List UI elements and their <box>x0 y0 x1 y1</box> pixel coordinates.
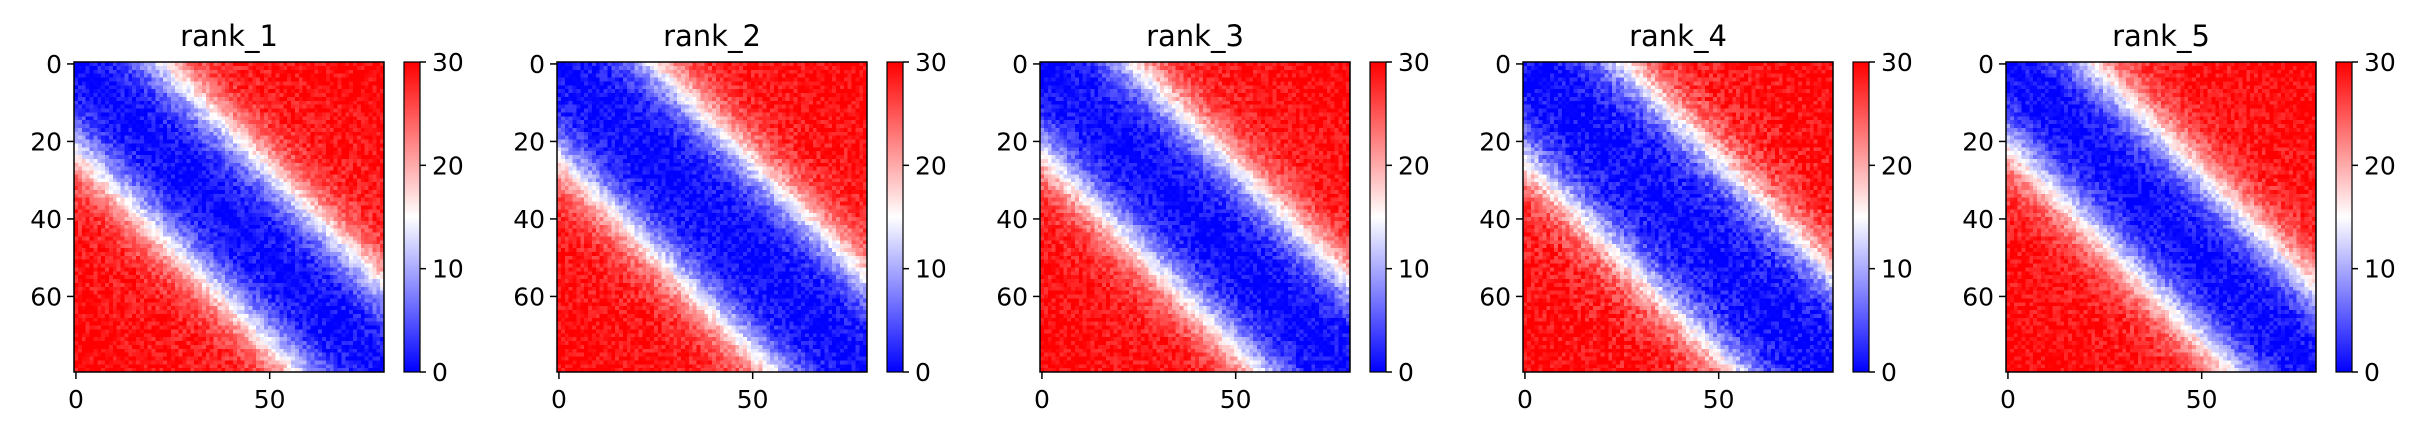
heatmap-cells <box>2006 62 2316 372</box>
heatmap-panel-5: rank_5 0 20 40 60 0 50 0 10 20 30 <box>1962 19 2396 414</box>
colorbar-tick-label: 10 <box>1881 255 1913 284</box>
colorbar-tick-label: 30 <box>915 48 947 77</box>
chart-title: rank_1 <box>180 19 278 53</box>
y-tick-label: 20 <box>996 127 1028 156</box>
colorbar-tick-label: 20 <box>2364 151 2396 180</box>
plot-frame <box>1522 61 1834 373</box>
x-tick-label: 50 <box>737 385 769 414</box>
plot-frame <box>556 61 868 373</box>
colorbar-tick-label: 10 <box>2364 255 2396 284</box>
colorbar-tick-label: 10 <box>1398 255 1430 284</box>
colorbar-tick-label: 0 <box>2364 358 2380 387</box>
heatmap-panels: rank_1 0 20 40 60 0 50 0 10 20 30 rank_2 0 20 40 60 0 50 0… <box>30 19 2396 414</box>
plot-frame <box>1039 61 1351 373</box>
colorbar-tick-label: 30 <box>2364 48 2396 77</box>
y-tick-label: 40 <box>513 205 545 234</box>
heatmap-cells <box>1523 62 1833 372</box>
y-tick-label: 20 <box>1962 127 1994 156</box>
colorbar <box>886 61 904 373</box>
y-tick-label: 0 <box>529 50 545 79</box>
chart-title: rank_2 <box>663 19 761 53</box>
y-tick-label: 20 <box>1479 127 1511 156</box>
heatmap-panel-1: rank_1 0 20 40 60 0 50 0 10 20 30 <box>30 19 464 414</box>
x-tick-label: 50 <box>254 385 286 414</box>
y-tick-label: 0 <box>1978 50 1994 79</box>
chart-title: rank_4 <box>1629 19 1727 53</box>
x-tick-label: 0 <box>1517 385 1533 414</box>
colorbar-tick-label: 0 <box>1881 358 1897 387</box>
heatmap-panel-3: rank_3 0 20 40 60 0 50 0 10 20 30 <box>996 19 1430 414</box>
x-tick-label: 50 <box>1703 385 1735 414</box>
plot-frame <box>2005 61 2317 373</box>
y-tick-label: 40 <box>1479 205 1511 234</box>
colorbar-tick-label: 30 <box>1398 48 1430 77</box>
colorbar <box>1852 61 1870 373</box>
colorbar <box>2335 61 2353 373</box>
colorbar-tick-label: 20 <box>1398 151 1430 180</box>
colorbar-tick-label: 30 <box>432 48 464 77</box>
chart-title: rank_3 <box>1146 19 1244 53</box>
colorbar-tick-label: 10 <box>915 255 947 284</box>
y-tick-label: 0 <box>1012 50 1028 79</box>
chart-title: rank_5 <box>2112 19 2210 53</box>
y-tick-label: 40 <box>1962 205 1994 234</box>
y-tick-label: 60 <box>996 282 1028 311</box>
y-tick-label: 60 <box>30 282 62 311</box>
x-tick-label: 0 <box>551 385 567 414</box>
heatmap-cells <box>557 62 867 372</box>
y-tick-label: 40 <box>30 205 62 234</box>
heatmap-panel-2: rank_2 0 20 40 60 0 50 0 10 20 30 <box>513 19 947 414</box>
y-tick-label: 0 <box>46 50 62 79</box>
colorbar-tick-label: 0 <box>1398 358 1414 387</box>
plot-frame <box>73 61 385 373</box>
x-tick-label: 50 <box>2186 385 2218 414</box>
heatmap-cells <box>1040 62 1350 372</box>
heatmap-panel-4: rank_4 0 20 40 60 0 50 0 10 20 30 <box>1479 19 1913 414</box>
colorbar-tick-label: 20 <box>915 151 947 180</box>
x-tick-label: 0 <box>2000 385 2016 414</box>
colorbar <box>403 61 421 373</box>
colorbar-tick-label: 10 <box>432 255 464 284</box>
colorbar-tick-label: 30 <box>1881 48 1913 77</box>
y-tick-label: 20 <box>513 127 545 156</box>
heatmap-cells <box>74 62 384 372</box>
y-tick-label: 20 <box>30 127 62 156</box>
y-tick-label: 60 <box>513 282 545 311</box>
y-tick-label: 60 <box>1479 282 1511 311</box>
x-tick-label: 50 <box>1220 385 1252 414</box>
x-tick-label: 0 <box>1034 385 1050 414</box>
x-tick-label: 0 <box>68 385 84 414</box>
colorbar <box>1369 61 1387 373</box>
colorbar-tick-label: 20 <box>1881 151 1913 180</box>
colorbar-tick-label: 0 <box>915 358 931 387</box>
y-tick-label: 40 <box>996 205 1028 234</box>
colorbar-tick-label: 0 <box>432 358 448 387</box>
colorbar-tick-label: 20 <box>432 151 464 180</box>
y-tick-label: 60 <box>1962 282 1994 311</box>
y-tick-label: 0 <box>1495 50 1511 79</box>
